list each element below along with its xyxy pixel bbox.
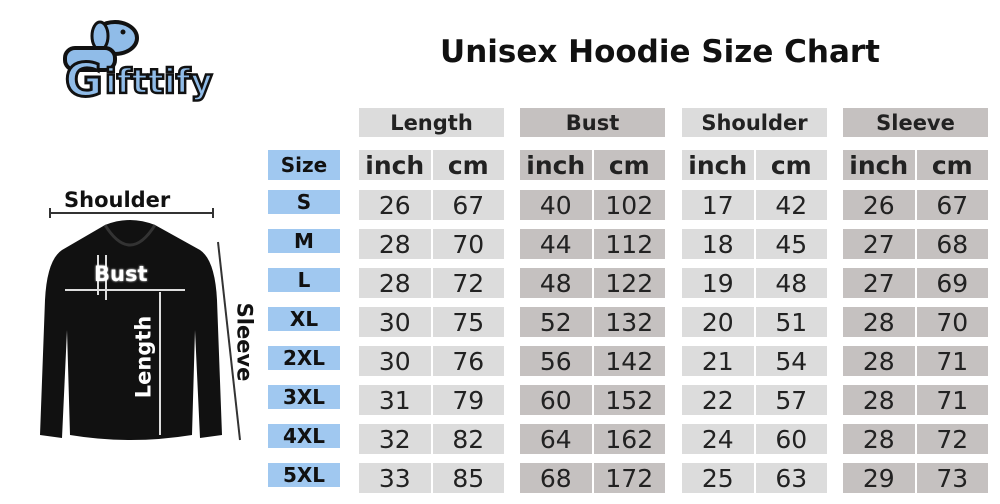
unit-header: inch [520,150,592,180]
hoodie-diagram: Shoulder Bust Length Sleeve [30,180,260,500]
value-cell: 72 [916,424,988,454]
value-cell: 26 [359,190,431,220]
value-cell: 25 [682,463,754,493]
value-cell: 45 [755,229,827,259]
sleeve-label: Sleeve [232,302,257,382]
value-cell: 40 [520,190,592,220]
value-cell: 152 [593,385,665,415]
value-cell: 142 [593,346,665,376]
value-cell: 70 [916,307,988,337]
value-cell: 30 [359,346,431,376]
value-cell: 21 [682,346,754,376]
gifttify-logo: G ifttify [55,8,255,109]
value-cell: 28 [843,346,915,376]
value-cell: 79 [432,385,504,415]
value-cell: 63 [755,463,827,493]
value-cell: 51 [755,307,827,337]
value-cell: 19 [682,268,754,298]
unit-header: cm [593,150,665,180]
value-cell: 44 [520,229,592,259]
value-cell: 85 [432,463,504,493]
size-cell: 2XL [268,346,340,370]
unit-header: inch [843,150,915,180]
shoulder-label: Shoulder [64,188,171,212]
value-cell: 67 [916,190,988,220]
value-cell: 28 [359,229,431,259]
size-cell: 4XL [268,424,340,448]
value-cell: 75 [432,307,504,337]
value-cell: 29 [843,463,915,493]
hoodie-image [40,208,241,441]
svg-text:G: G [65,53,103,103]
size-header: Size [268,150,340,180]
svg-text:ifttify: ifttify [105,62,213,102]
value-cell: 70 [432,229,504,259]
value-cell: 18 [682,229,754,259]
page-title: Unisex Hoodie Size Chart [440,34,880,70]
unit-header: inch [682,150,754,180]
size-cell: 5XL [268,463,340,487]
value-cell: 64 [520,424,592,454]
value-cell: 28 [843,307,915,337]
column-group-header: Bust [520,108,665,137]
value-cell: 30 [359,307,431,337]
value-cell: 31 [359,385,431,415]
unit-header: cm [755,150,827,180]
value-cell: 102 [593,190,665,220]
value-cell: 48 [520,268,592,298]
value-cell: 54 [755,346,827,376]
value-cell: 60 [520,385,592,415]
value-cell: 172 [593,463,665,493]
value-cell: 28 [843,424,915,454]
value-cell: 27 [843,268,915,298]
value-cell: 72 [432,268,504,298]
value-cell: 56 [520,346,592,376]
value-cell: 76 [432,346,504,376]
value-cell: 24 [682,424,754,454]
value-cell: 17 [682,190,754,220]
value-cell: 22 [682,385,754,415]
value-cell: 122 [593,268,665,298]
value-cell: 28 [843,385,915,415]
size-cell: L [268,268,340,292]
value-cell: 57 [755,385,827,415]
value-cell: 162 [593,424,665,454]
value-cell: 68 [520,463,592,493]
column-group-header: Sleeve [843,108,988,137]
bust-label: Bust [94,262,148,286]
value-cell: 52 [520,307,592,337]
value-cell: 71 [916,385,988,415]
size-cell: M [268,229,340,253]
value-cell: 112 [593,229,665,259]
length-label: Length [131,315,156,399]
size-cell: S [268,190,340,214]
value-cell: 28 [359,268,431,298]
value-cell: 33 [359,463,431,493]
value-cell: 71 [916,346,988,376]
unit-header: cm [916,150,988,180]
value-cell: 68 [916,229,988,259]
unit-header: inch [359,150,431,180]
value-cell: 73 [916,463,988,493]
value-cell: 82 [432,424,504,454]
value-cell: 27 [843,229,915,259]
value-cell: 32 [359,424,431,454]
value-cell: 60 [755,424,827,454]
value-cell: 42 [755,190,827,220]
column-group-header: Length [359,108,504,137]
value-cell: 67 [432,190,504,220]
value-cell: 132 [593,307,665,337]
size-cell: 3XL [268,385,340,409]
value-cell: 69 [916,268,988,298]
column-group-header: Shoulder [682,108,827,137]
size-cell: XL [268,307,340,331]
value-cell: 48 [755,268,827,298]
unit-header: cm [432,150,504,180]
value-cell: 26 [843,190,915,220]
value-cell: 20 [682,307,754,337]
